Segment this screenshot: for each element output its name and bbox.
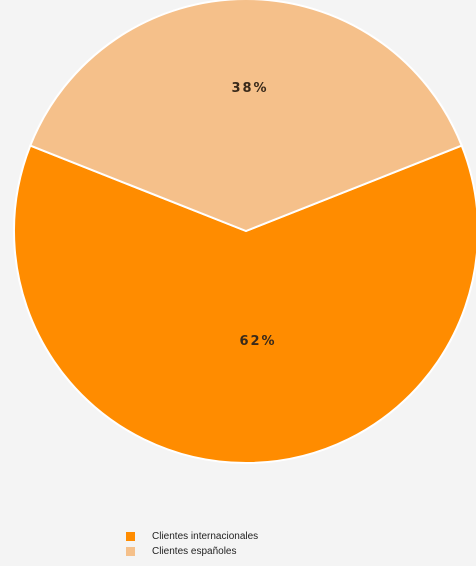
pie-slices [13, 0, 476, 464]
legend-item-internacionales: Clientes internacionales [126, 529, 258, 544]
legend-item-espanoles: Clientes españoles [126, 544, 258, 559]
pie-chart: 62% 38% [13, 0, 476, 464]
legend-label-internacionales: Clientes internacionales [152, 531, 259, 542]
legend-swatch-internacionales [126, 532, 135, 541]
pie-labels: 62% 38% [231, 81, 276, 349]
legend-swatch-espanoles [126, 547, 135, 556]
legend: Clientes internacionales Clientes españo… [126, 529, 258, 559]
pie-slice-espanoles [29, 0, 463, 232]
legend-label-espanoles: Clientes españoles [152, 546, 237, 557]
pie-label-espanoles: 38% [231, 81, 268, 96]
pie-slice-internacionales [13, 144, 476, 464]
pie-label-internacionales: 62% [239, 334, 276, 349]
